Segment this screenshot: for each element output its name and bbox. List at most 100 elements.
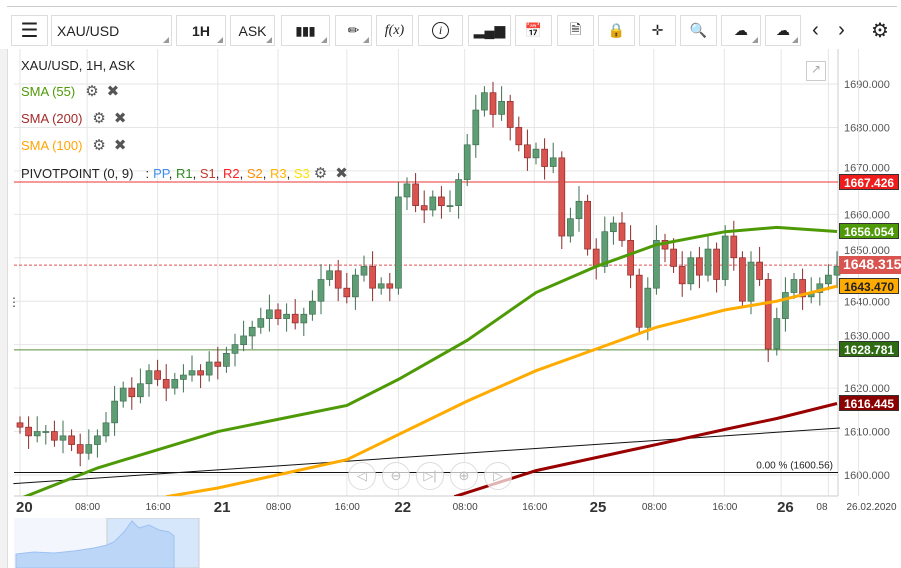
candle-up <box>33 431 41 437</box>
s1-price-tag: 1628.781 <box>839 341 900 358</box>
upload-button[interactable]: ☁ <box>721 15 761 46</box>
candlestick-icon: ▮▮▮ <box>295 23 316 38</box>
chart-type-button[interactable]: ▮▮▮ <box>281 15 330 46</box>
candle-up <box>403 183 411 198</box>
nav-zoom-in-button[interactable]: ⊕ <box>450 462 478 490</box>
candle-down <box>291 313 299 324</box>
candle-up <box>352 274 359 298</box>
candle-down <box>558 157 566 237</box>
candle-down <box>618 222 626 241</box>
pivot-settings-gear-icon[interactable]: ⚙ <box>313 165 328 182</box>
sma100-line <box>165 284 838 496</box>
candle-down <box>438 196 445 206</box>
legend-title: XAU/USD, 1H, ASK <box>21 58 136 73</box>
x-tick-label: 08:00 <box>266 502 292 513</box>
nav-scroll-right-button[interactable]: ▷ <box>484 462 512 490</box>
candle-up <box>472 109 480 146</box>
candle-up <box>180 374 187 380</box>
chevron-right-icon: › <box>838 19 845 41</box>
candle-up <box>85 444 93 454</box>
symbol-select[interactable]: XAU/USD <box>51 15 172 46</box>
menu-button[interactable]: ☰ <box>11 15 48 46</box>
x-tick-label: 08:00 <box>75 502 101 513</box>
candle-up <box>429 196 437 211</box>
zoom-out-icon: ⊖ <box>390 468 402 483</box>
candle-down <box>764 279 772 350</box>
document-icon: 🗎 <box>569 20 582 37</box>
comma: , <box>215 165 223 181</box>
pivot-item-s2: S2 <box>246 165 263 181</box>
candle-down <box>515 127 523 146</box>
nav-zoom-out-button[interactable]: ⊖ <box>382 462 410 490</box>
sma55-settings-gear-icon[interactable]: ⚙ <box>85 83 99 100</box>
sma55-line <box>22 225 838 496</box>
nav-latest-button[interactable]: ▷| <box>416 462 444 490</box>
timeframe-select[interactable]: 1H <box>176 15 226 46</box>
sma100-close-icon[interactable]: ✖ <box>113 137 127 154</box>
news-button[interactable]: 🗎 <box>557 15 594 46</box>
cloud-upload-icon: ☁ <box>734 22 748 38</box>
nav-scroll-left-button[interactable]: ◁ <box>348 462 376 490</box>
y-tick-label: 1620.000 <box>844 383 890 395</box>
left-resize-bar[interactable] <box>0 49 8 568</box>
candle-up <box>610 222 617 233</box>
candle-down <box>16 422 24 428</box>
candle-up <box>42 431 50 433</box>
info-button[interactable]: i <box>418 15 463 46</box>
sma100-settings-gear-icon[interactable]: ⚙ <box>92 137 106 154</box>
download-button[interactable]: ☁ <box>765 15 801 46</box>
pivot-sep: : <box>145 165 150 181</box>
calendar-icon: 📅 <box>524 22 543 38</box>
x-tick-label: 16:00 <box>712 502 738 513</box>
current-price-tag: 1648.315 <box>839 256 901 275</box>
candle-down <box>369 266 376 289</box>
candle-up <box>119 387 127 402</box>
candle-up <box>532 148 540 159</box>
candle-down <box>524 144 531 159</box>
pivot-close-icon[interactable]: ✖ <box>335 165 348 182</box>
pivot-item-s3: S3 <box>293 165 310 181</box>
scroll-right-button[interactable]: › <box>830 15 853 46</box>
candle-up <box>549 157 557 167</box>
pivot-item-s1: S1 <box>199 165 216 181</box>
sma55-close-icon[interactable]: ✖ <box>106 83 120 100</box>
candle-up <box>825 274 832 285</box>
price-type-select[interactable]: ASK <box>230 15 275 46</box>
comma: , <box>168 165 176 181</box>
candle-up <box>137 383 144 398</box>
zoom-button[interactable]: 🔍 <box>680 15 717 46</box>
fullscreen-icon[interactable]: ↗ <box>806 61 826 81</box>
crosshair-button[interactable]: ✛ <box>639 15 676 46</box>
candle-up <box>463 144 471 180</box>
sma200-settings-gear-icon[interactable]: ⚙ <box>92 110 106 127</box>
pencil-icon: ✏ <box>347 22 360 38</box>
zoom-icon: 🔍 <box>689 22 708 38</box>
candle-up <box>111 400 118 424</box>
legend-sma100-row: SMA (100) ⚙ ✖ <box>21 136 126 154</box>
lock-button[interactable]: 🔒 <box>598 15 635 46</box>
candle-up <box>231 344 239 354</box>
y-tick-label: 1680.000 <box>844 122 890 134</box>
legend-sma55: SMA (55) <box>21 83 76 99</box>
calendar-button[interactable]: 📅 <box>515 15 552 46</box>
sma200-close-icon[interactable]: ✖ <box>113 110 127 127</box>
candle-up <box>283 313 290 319</box>
candle-up <box>721 235 729 280</box>
candle-down <box>730 235 738 259</box>
y-tick-label: 1610.000 <box>844 427 890 439</box>
candle-down <box>713 248 720 280</box>
settings-button[interactable]: ⚙ <box>866 15 894 46</box>
candle-up <box>575 200 583 220</box>
scroll-left-button[interactable]: ‹ <box>804 15 827 46</box>
candle-down <box>696 257 703 276</box>
comma: , <box>239 165 247 181</box>
volume-button[interactable]: ▂▄▆ <box>468 15 511 46</box>
candle-up <box>257 318 265 328</box>
gear-icon: ⚙ <box>871 20 889 42</box>
indicators-button[interactable]: f(x) <box>376 15 413 46</box>
draw-button[interactable]: ✏ <box>335 15 372 46</box>
navigator-area <box>15 520 175 568</box>
navigator[interactable] <box>14 518 839 568</box>
candle-down <box>541 148 548 167</box>
